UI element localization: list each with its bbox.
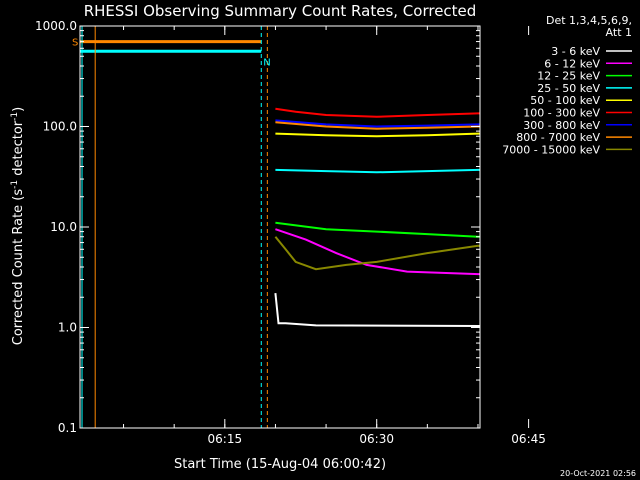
series-line [274, 236, 480, 271]
series-line [275, 121, 480, 130]
series-line [275, 132, 480, 138]
x-tick-label: 06:30 [359, 432, 394, 446]
series-line [275, 221, 480, 238]
flag-label: N [263, 57, 270, 68]
y-tick-label: 1.0 [58, 321, 77, 335]
flag-label: S [72, 38, 78, 49]
y-tick-label: 10.0 [50, 220, 77, 234]
legend-entry-label: 25 - 50 keV [537, 82, 600, 95]
y-axis-label-end: ) [11, 107, 26, 112]
legend-header: Det 1,3,4,5,6,9, [546, 14, 632, 27]
series-line [275, 107, 480, 118]
y-axis-label-main: Corrected Count Rate (s [11, 189, 26, 346]
y-axis-label: Corrected Count Rate (s-1 detector-1) [10, 107, 26, 345]
chart-title: RHESSI Observing Summary Count Rates, Co… [84, 2, 477, 20]
y-axis-label-sup2: -1 [10, 112, 20, 121]
legend-entry-label: 6 - 12 keV [544, 57, 600, 70]
y-axis-label-mid: detector [11, 120, 26, 180]
x-tick-label: 06:45 [511, 432, 546, 446]
y-tick-label: 1000.0 [35, 19, 77, 33]
x-axis-label: Start Time (15-Aug-04 06:00:42) [174, 457, 386, 472]
legend-entry-label: 3 - 6 keV [551, 45, 600, 58]
series-line [275, 119, 480, 128]
series-line [275, 228, 480, 276]
y-tick-label: 0.1 [58, 421, 77, 435]
axes: 0.11.010.0100.01000.006:1506:3006:4507:0… [35, 19, 546, 446]
footer-timestamp: 20-Oct-2021 02:56 [560, 469, 636, 478]
legend-entry-label: 300 - 800 keV [523, 119, 600, 132]
legend-entry-label: 100 - 300 keV [523, 107, 600, 120]
legend-entry-label: 50 - 100 keV [530, 94, 600, 107]
x-tick-label: 06:15 [208, 432, 243, 446]
legend-entry-label: 7000 - 15000 keV [502, 143, 600, 156]
series-line [274, 292, 480, 328]
y-tick-label: 100.0 [43, 120, 77, 134]
legend-entry-label: 12 - 25 keV [537, 70, 600, 83]
y-axis-label-sup1: -1 [10, 180, 20, 189]
legend-entry-label: 800 - 7000 keV [516, 131, 600, 144]
series-line [275, 168, 480, 174]
legend-header: Att 1 [606, 26, 632, 39]
